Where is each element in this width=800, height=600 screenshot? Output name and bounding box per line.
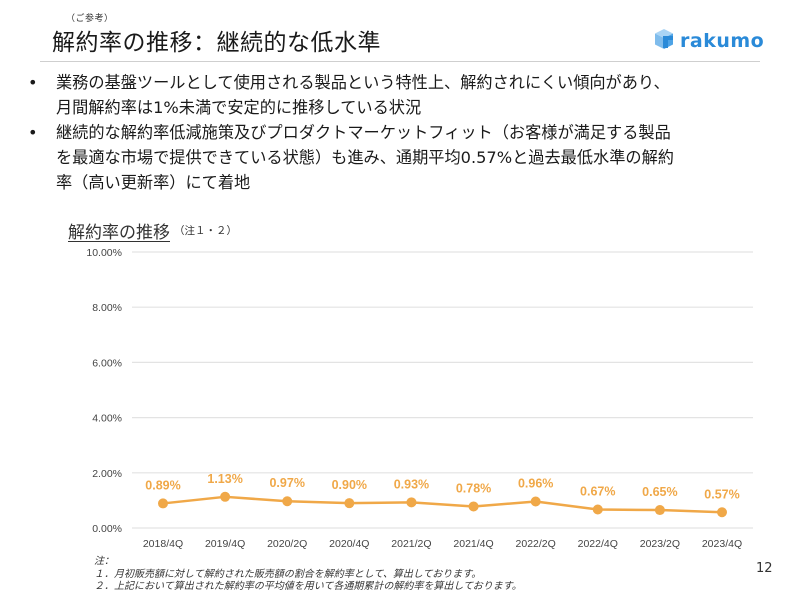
data-point — [654, 505, 665, 516]
rakumo-cube-icon — [654, 28, 674, 54]
data-point — [592, 504, 603, 515]
data-label: 0.78% — [456, 481, 491, 495]
bullet-text: 継続的な解約率低減施策及びプロダクトマーケットフィット（お客様が満足する製品 を… — [56, 123, 674, 192]
bullet-item: • 継続的な解約率低減施策及びプロダクトマーケットフィット（お客様が満足する製品… — [28, 120, 778, 195]
data-label: 0.93% — [394, 477, 429, 491]
data-label: 1.13% — [207, 472, 242, 486]
x-tick-label: 2023/2Q — [640, 538, 680, 550]
x-tick-label: 2021/4Q — [453, 538, 493, 550]
y-axis-labels: 0.00% 2.00% 4.00% 6.00% 8.00% 10.00% — [86, 247, 122, 535]
x-axis-labels: 2018/4Q 2019/4Q 2020/2Q 2020/4Q 2021/2Q 2021/… — [143, 538, 742, 550]
footnote-heading: 注： — [94, 556, 114, 567]
data-labels: 0.89% 1.13% 0.97% 0.90% 0.93% 0.78% 0.96% 0.67%… — [145, 472, 739, 501]
chart-gridlines — [132, 251, 753, 529]
y-tick-label: 2.00% — [92, 468, 122, 480]
data-points — [158, 491, 727, 518]
summary-bullets: • 業務の基盤ツールとして使用される製品という特性上、解約されにくい傾向があり、… — [28, 70, 778, 195]
bullet-dot-icon: • — [28, 73, 38, 92]
chart-title-text: 解約率の推移 — [68, 223, 170, 243]
page-number: 12 — [756, 561, 773, 576]
x-tick-label: 2019/4Q — [205, 538, 245, 550]
footnote-item: １．月初販売額に対して解約された販売額の割合を解約率として、算出しております。 — [94, 568, 482, 580]
x-tick-label: 2018/4Q — [143, 538, 183, 550]
bullet-item: • 業務の基盤ツールとして使用される製品という特性上、解約されにくい傾向があり、… — [28, 70, 778, 120]
x-tick-label: 2022/2Q — [516, 538, 556, 550]
data-label: 0.96% — [518, 477, 553, 491]
y-tick-label: 8.00% — [92, 302, 122, 314]
x-tick-label: 2022/4Q — [578, 538, 618, 550]
data-label: 0.57% — [704, 487, 739, 501]
data-label: 0.90% — [332, 478, 367, 492]
title-annotation: （ご参考） — [66, 14, 114, 24]
x-tick-label: 2020/2Q — [267, 538, 307, 550]
data-label: 0.67% — [580, 485, 615, 499]
y-tick-label: 6.00% — [92, 357, 122, 369]
bullet-text: 業務の基盤ツールとして使用される製品という特性上、解約されにくい傾向があり、 月… — [56, 73, 670, 117]
logo-text: rakumo — [680, 30, 765, 52]
data-label: 0.97% — [269, 476, 304, 490]
y-tick-label: 0.00% — [92, 523, 122, 535]
data-point — [468, 501, 479, 512]
bullet-dot-icon: • — [28, 123, 38, 142]
data-point — [344, 498, 355, 509]
data-point — [406, 497, 417, 508]
chart-title-note: （注１・２） — [174, 225, 237, 237]
data-point — [282, 496, 293, 507]
data-label: 0.65% — [642, 485, 677, 499]
data-point — [220, 491, 231, 502]
rakumo-logo: rakumo — [654, 28, 764, 54]
y-tick-label: 4.00% — [92, 413, 122, 425]
x-tick-label: 2021/2Q — [391, 538, 431, 550]
header-divider — [40, 61, 760, 62]
x-tick-label: 2020/4Q — [329, 538, 369, 550]
page-title: 解約率の推移：継続的な低水準 — [52, 30, 381, 56]
x-tick-label: 2023/4Q — [702, 538, 742, 550]
footnotes: 注： １．月初販売額に対して解約された販売額の割合を解約率として、算出しておりま… — [94, 556, 522, 594]
chart-title: 解約率の推移 （注１・２） — [68, 218, 237, 243]
footnote-item: ２．上記において算出された解約率の平均値を用いて各通期累計の解約率を算出しており… — [94, 581, 522, 592]
data-point — [717, 507, 727, 518]
churn-rate-line — [162, 495, 723, 514]
data-point — [530, 496, 541, 507]
data-label: 0.89% — [145, 478, 180, 492]
y-tick-label: 10.00% — [86, 247, 122, 259]
data-point — [158, 498, 168, 509]
